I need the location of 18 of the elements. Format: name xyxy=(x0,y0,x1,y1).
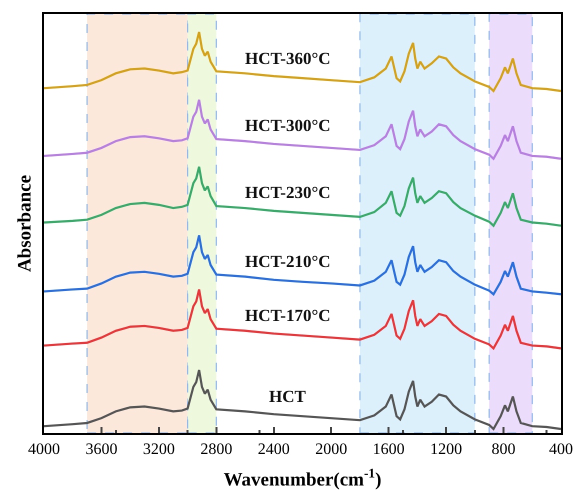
series-label: HCT xyxy=(269,387,306,406)
series-label: HCT-170°C xyxy=(245,306,331,325)
x-axis-title: Wavenumber(cm$^{-1}$) xyxy=(224,466,382,490)
x-tick-label: 2800 xyxy=(200,441,232,458)
series-label: HCT-210°C xyxy=(245,252,331,271)
x-tick-label: 4000 xyxy=(28,441,60,458)
x-tick-label: 1600 xyxy=(372,441,405,458)
series-label: HCT-360°C xyxy=(245,49,331,68)
x-tick-label: 3200 xyxy=(142,441,175,458)
y-axis-title: Absorbance xyxy=(14,174,36,272)
series-label: HCT-300°C xyxy=(245,116,331,135)
x-tick-label: 2000 xyxy=(315,441,348,458)
x-tick-label: 400 xyxy=(549,441,573,458)
x-tick-label: 800 xyxy=(492,441,516,458)
x-tick-label: 1200 xyxy=(430,441,462,458)
series-label: HCT-230°C xyxy=(245,183,331,202)
x-tick-label: 2400 xyxy=(258,441,290,458)
x-tick-label: 3600 xyxy=(85,441,118,458)
